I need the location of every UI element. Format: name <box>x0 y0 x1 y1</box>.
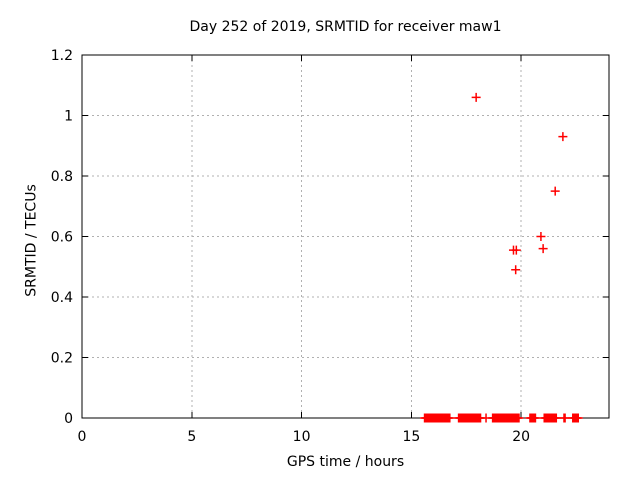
x-tick-label: 20 <box>512 429 530 445</box>
y-tick-label: 0.2 <box>51 351 73 367</box>
x-tick-label: 15 <box>402 429 420 445</box>
data-point-marker <box>536 232 546 241</box>
x-tick-label: 5 <box>187 429 196 445</box>
zero-band-marker <box>551 413 561 423</box>
data-point-marker <box>511 245 521 255</box>
data-point-marker <box>538 244 548 254</box>
y-tick-label: 0.8 <box>51 169 73 185</box>
zero-band-marker <box>573 413 583 423</box>
zero-band-marker <box>445 413 455 423</box>
y-tick-label: 1 <box>64 109 73 125</box>
data-point-marker <box>471 92 481 102</box>
chart-title: Day 252 of 2019, SRMTID for receiver maw… <box>189 19 502 35</box>
x-tick-label: 10 <box>293 429 311 445</box>
x-tick-label: 0 <box>78 429 87 445</box>
zero-band-marker <box>530 413 540 423</box>
x-axis-label: GPS time / hours <box>286 454 405 470</box>
y-tick-label: 1.2 <box>51 48 73 64</box>
zero-band-marker <box>514 413 524 423</box>
y-axis-label: SRMTID / TECUs <box>23 184 40 297</box>
plot-border <box>81 54 610 419</box>
data-point-marker <box>558 132 568 142</box>
y-tick-label: 0 <box>64 411 73 427</box>
y-tick-label: 0.4 <box>51 290 73 306</box>
y-tick-label: 0.6 <box>51 230 73 246</box>
data-point-marker <box>550 186 560 196</box>
zero-band-marker <box>560 413 570 423</box>
data-point-marker <box>511 265 521 275</box>
